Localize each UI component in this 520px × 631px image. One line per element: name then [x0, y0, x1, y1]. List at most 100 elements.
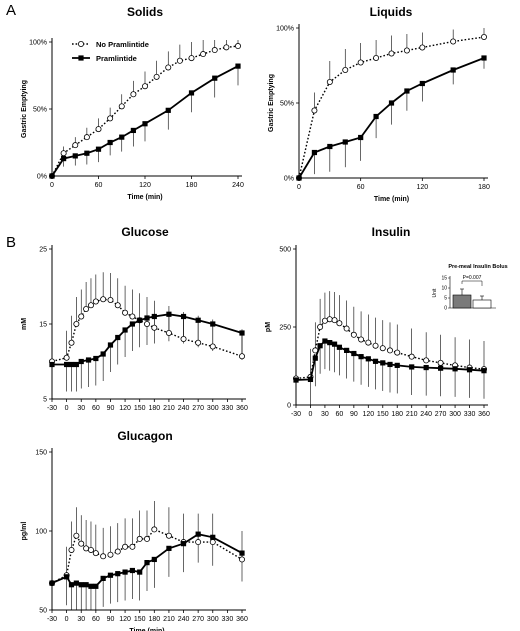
y-tick-label-glucose: 25	[39, 247, 47, 254]
point-pramlintide-liquids	[327, 143, 333, 150]
point-pramlintide-glucose	[73, 361, 79, 368]
inset-p-value: P=0.007	[463, 275, 482, 281]
point-no-pramlintide-glucagon	[68, 546, 75, 553]
x-tick-label-insulin: 360	[478, 411, 490, 418]
point-no-pramlintide-glucagon	[209, 539, 216, 546]
legend-label-no-pramlintide: No Pramlintide	[96, 40, 149, 49]
x-tick-label-glucagon: 90	[107, 616, 115, 623]
point-no-pramlintide-glucose	[92, 298, 99, 305]
x-tick-label-liquids: 0	[297, 184, 301, 191]
point-no-pramlintide-glucose	[73, 320, 80, 327]
point-pramlintide-liquids	[404, 88, 410, 94]
point-no-pramlintide-liquids	[403, 47, 410, 54]
inset-title: Pre-meal Insulin Bolus	[448, 264, 507, 270]
y-tick-label-insulin: 0	[287, 403, 291, 410]
chart-title-glucose: Glucose	[121, 225, 169, 239]
chart-glucagon: Glucagon-30 0 30 60 90 120 150 180 210 240 270 300 3…	[21, 429, 248, 631]
point-pramlintide-insulin	[331, 341, 338, 347]
y-tick-label-liquids: 100%	[276, 26, 294, 33]
point-no-pramlintide-glucose	[151, 324, 158, 331]
x-tick-label-solids: 180	[186, 182, 198, 189]
point-pramlintide-glucagon	[49, 580, 55, 586]
point-no-pramlintide-solids	[83, 134, 90, 141]
chart-title-insulin: Insulin	[372, 225, 411, 239]
x-tick-label-glucose: 60	[92, 405, 100, 412]
point-pramlintide-solids	[130, 127, 136, 134]
point-pramlintide-liquids	[481, 55, 487, 61]
point-no-pramlintide-glucose	[129, 313, 136, 320]
point-pramlintide-insulin	[380, 360, 386, 366]
point-no-pramlintide-glucagon	[151, 526, 158, 533]
chart-title-solids: Solids	[127, 5, 163, 19]
point-no-pramlintide-glucose	[195, 339, 202, 346]
point-no-pramlintide-liquids	[357, 59, 364, 66]
x-tick-label-glucose: -30	[47, 405, 57, 412]
x-tick-label-insulin: 300	[449, 411, 461, 418]
point-pramlintide-glucagon	[78, 582, 84, 588]
point-no-pramlintide-glucagon	[129, 543, 136, 550]
point-no-pramlintide-glucagon	[136, 535, 143, 542]
point-pramlintide-glucagon	[144, 560, 150, 566]
point-no-pramlintide-glucose	[100, 296, 107, 303]
point-no-pramlintide-glucagon	[100, 553, 107, 560]
x-tick-label-solids: 0	[50, 182, 54, 189]
x-tick-label-insulin: 180	[391, 411, 403, 418]
point-pramlintide-glucose	[68, 361, 75, 368]
y-tick-label-solids: 0%	[37, 174, 47, 181]
y-tick-label-glucagon: 150	[35, 450, 47, 457]
point-no-pramlintide-insulin	[372, 342, 379, 349]
y-tick-label-glucagon: 100	[35, 529, 47, 536]
point-no-pramlintide-insulin	[321, 317, 328, 324]
point-no-pramlintide-solids	[118, 103, 125, 110]
x-tick-label-glucagon: 270	[192, 616, 204, 623]
point-no-pramlintide-glucose	[209, 343, 216, 350]
point-pramlintide-liquids	[450, 67, 456, 73]
point-no-pramlintide-liquids	[311, 107, 318, 114]
point-pramlintide-glucose	[122, 327, 128, 333]
point-no-pramlintide-glucagon	[143, 535, 150, 542]
x-tick-label-glucagon: 330	[222, 616, 234, 623]
x-tick-label-glucagon: 360	[236, 616, 248, 623]
point-pramlintide-insulin	[358, 354, 364, 360]
inset-y-tick-label: 5	[444, 296, 447, 302]
point-pramlintide-glucagon	[68, 582, 75, 588]
x-tick-label-liquids: 120	[416, 184, 428, 191]
x-tick-label-insulin: 150	[377, 411, 389, 418]
x-tick-label-insulin: 90	[350, 411, 358, 418]
point-no-pramlintide-glucose	[238, 353, 245, 360]
point-pramlintide-glucagon	[93, 583, 99, 589]
point-no-pramlintide-glucagon	[92, 550, 99, 557]
point-no-pramlintide-solids	[107, 115, 114, 122]
point-pramlintide-insulin	[307, 376, 314, 383]
point-no-pramlintide-liquids	[450, 38, 457, 45]
x-tick-label-glucose: 240	[178, 405, 190, 412]
point-pramlintide-glucagon	[107, 572, 114, 578]
point-pramlintide-insulin	[322, 338, 328, 344]
y-tick-label-liquids: 0%	[284, 176, 294, 183]
point-no-pramlintide-solids	[223, 44, 230, 51]
point-no-pramlintide-liquids	[388, 50, 395, 57]
y-tick-label-liquids: 50%	[280, 101, 294, 108]
point-no-pramlintide-glucose	[78, 313, 85, 320]
point-no-pramlintide-insulin	[317, 323, 324, 330]
inset-bar	[472, 299, 492, 309]
point-no-pramlintide-solids	[141, 83, 148, 90]
point-pramlintide-glucose	[151, 313, 157, 320]
point-pramlintide-glucose	[107, 342, 114, 348]
y-axis-label-glucose: mM	[21, 318, 28, 330]
point-no-pramlintide-insulin	[336, 320, 343, 327]
point-no-pramlintide-insulin	[343, 325, 350, 332]
chart-solids: Solids 0 60 120 180 240 0% 50% 100% Time (min) Gas…	[21, 5, 244, 201]
point-no-pramlintide-glucose	[87, 302, 94, 309]
point-no-pramlintide-glucagon	[238, 556, 245, 563]
point-no-pramlintide-glucose	[165, 329, 172, 336]
x-tick-label-insulin: 0	[309, 411, 313, 418]
point-pramlintide-insulin	[387, 361, 393, 368]
point-no-pramlintide-glucose	[107, 296, 114, 303]
point-pramlintide-solids	[84, 150, 90, 156]
point-pramlintide-glucose	[180, 313, 187, 320]
x-tick-label-glucagon: 60	[92, 616, 100, 623]
point-no-pramlintide-glucagon	[73, 532, 80, 539]
x-axis-label-liquids: Time (min)	[374, 196, 409, 203]
point-pramlintide-liquids	[373, 113, 379, 120]
